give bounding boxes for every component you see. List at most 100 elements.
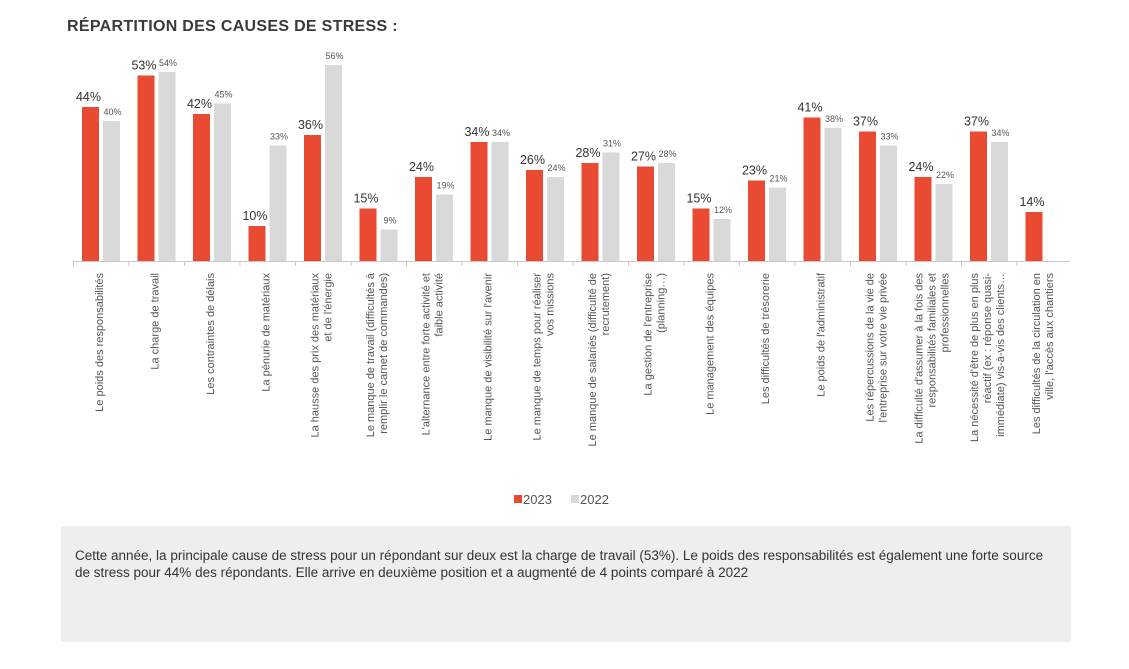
data-label-2023: 26%: [520, 153, 545, 167]
bar-2022: [658, 163, 675, 261]
data-label-2023: 37%: [853, 115, 878, 129]
category-label: Le manque de salariés (difficulté derecr…: [587, 273, 612, 446]
bar-2022: [491, 142, 509, 261]
category-label: L'alternance entre forte activité etfaib…: [420, 273, 445, 435]
data-label-2023: 27%: [631, 150, 656, 164]
category-label-line: (planning…): [655, 273, 667, 333]
category-label-line: immédiate) vis-à-vis des clients…: [995, 273, 1007, 437]
data-label-2022: 19%: [436, 181, 454, 191]
bar-2022: [713, 219, 731, 261]
bar-2022: [824, 128, 842, 261]
category-label-line: responsabilités familiales et: [926, 273, 938, 408]
bar-2022: [769, 187, 786, 261]
legend-swatch-2022: [571, 495, 579, 503]
note-text: Cette année, la principale cause de stre…: [75, 548, 1044, 580]
category-label-line: Les répercussions de la vie de: [864, 273, 876, 422]
category-label-line: La gestion de l'entreprise: [642, 273, 654, 396]
data-label-2022: 34%: [991, 128, 1009, 138]
bar-2023: [1025, 212, 1043, 261]
category-label: Les difficultés de la circulation envill…: [1031, 273, 1056, 435]
bar-2023: [248, 226, 266, 261]
category-label-line: vos missions: [544, 273, 556, 336]
data-label-2023: 14%: [1019, 195, 1044, 209]
chart-svg: 44%40% Le poids des responsabilités 53% 54%…: [73, 51, 1070, 507]
bar-2023: [193, 114, 210, 261]
bar-2023: [692, 208, 710, 261]
data-label-2022: 9%: [383, 216, 396, 226]
data-label-2022: 33%: [880, 132, 898, 142]
data-label-2022: 34%: [492, 128, 510, 138]
data-label-2023: 10%: [242, 209, 267, 223]
category-label-line: Le manque de temps pour réaliser: [531, 273, 543, 441]
category-label: Le manque de travail (difficultés àrempl…: [365, 272, 390, 437]
bar-2023: [137, 75, 155, 261]
category-label-line: ville, l'accès aux chantiers: [1044, 273, 1056, 400]
bar-2022: [935, 184, 953, 261]
data-label-2023: 15%: [353, 192, 378, 206]
bar-2023: [304, 135, 321, 261]
data-label-2023: 44%: [76, 90, 101, 104]
category-label-line: La hausse des prix des matériaux: [309, 273, 321, 438]
category-label-line: L'alternance entre forte activité et: [420, 273, 432, 435]
bar-2023: [526, 170, 543, 261]
bar-2023: [82, 107, 99, 261]
bar-2023: [415, 177, 432, 261]
data-label-2022: 54%: [159, 58, 177, 68]
category-label: Les difficultés de trésorerie: [760, 273, 772, 404]
category-label: La hausse des prix des matériauxet de l'…: [309, 273, 334, 438]
data-label-2023: 37%: [964, 115, 989, 129]
category-label-line: Le poids de l'administratif: [815, 272, 827, 397]
data-label-2022: 33%: [270, 132, 288, 142]
data-label-2022: 24%: [547, 163, 565, 173]
category-label-line: Le management des équipes: [704, 273, 716, 415]
category-label: Le manque de temps pour réaliservos miss…: [531, 273, 556, 441]
data-label-2023: 53%: [131, 59, 156, 73]
bar-2022: [547, 177, 564, 261]
data-label-2022: 56%: [325, 51, 343, 61]
legend-label-2023: 2023: [523, 492, 552, 507]
bar-2023: [359, 208, 377, 261]
bar-2023: [914, 177, 932, 261]
bar-2023: [803, 117, 821, 261]
category-label: La pénurie de matériaux: [260, 273, 272, 392]
bar-2022: [325, 65, 342, 261]
category-label-line: Les difficultés de trésorerie: [760, 273, 772, 404]
data-label-2022: 31%: [603, 139, 621, 149]
bar-2022: [436, 194, 453, 261]
bar-2023: [470, 142, 488, 261]
category-label-line: Les contraintes de délais: [205, 273, 217, 395]
bar-2022: [602, 152, 620, 261]
bar-2023: [748, 180, 765, 261]
bar-2023: [859, 131, 876, 261]
category-label: Le poids des responsabilités: [94, 273, 106, 412]
data-label-2022: 21%: [769, 174, 787, 184]
data-label-2022: 22%: [936, 170, 954, 180]
chart-title: RÉPARTITION DES CAUSES DE STRESS :: [67, 18, 398, 35]
data-label-2023: 42%: [187, 97, 212, 111]
bar-2022: [103, 121, 120, 261]
category-label-line: réactif (ex : réponse quasi-: [982, 273, 994, 404]
legend-label-2022: 2022: [580, 492, 609, 507]
data-label-2023: 41%: [797, 101, 822, 115]
data-label-2023: 23%: [742, 164, 767, 178]
category-label-line: La difficulté d'assumer à la fois des: [913, 273, 925, 444]
category-label: Le poids de l'administratif: [815, 272, 827, 397]
category-label-line: recrutement): [600, 273, 612, 335]
bar-2023: [581, 163, 599, 261]
data-label-2022: 28%: [658, 149, 676, 159]
category-label-line: La nécessité d'être de plus en plus: [969, 273, 981, 443]
bar-2022: [214, 103, 231, 261]
legend-swatch-2023: [514, 495, 522, 503]
category-label: Le management des équipes: [704, 273, 716, 415]
category-label-line: Les difficultés de la circulation en: [1031, 273, 1043, 434]
data-label-2022: 45%: [214, 90, 232, 100]
category-label-line: faible activité: [433, 273, 445, 337]
bar-2022: [269, 145, 287, 261]
bar-2023: [970, 131, 987, 261]
category-label-line: Le poids des responsabilités: [94, 273, 106, 412]
category-label: La nécessité d'être de plus en plusréact…: [969, 273, 1007, 443]
category-label: La difficulté d'assumer à la fois desres…: [913, 273, 951, 444]
category-label-line: l'entreprise sur votre vie privée: [877, 273, 889, 422]
bar-2022: [158, 72, 176, 261]
data-label-2022: 40%: [103, 107, 121, 117]
